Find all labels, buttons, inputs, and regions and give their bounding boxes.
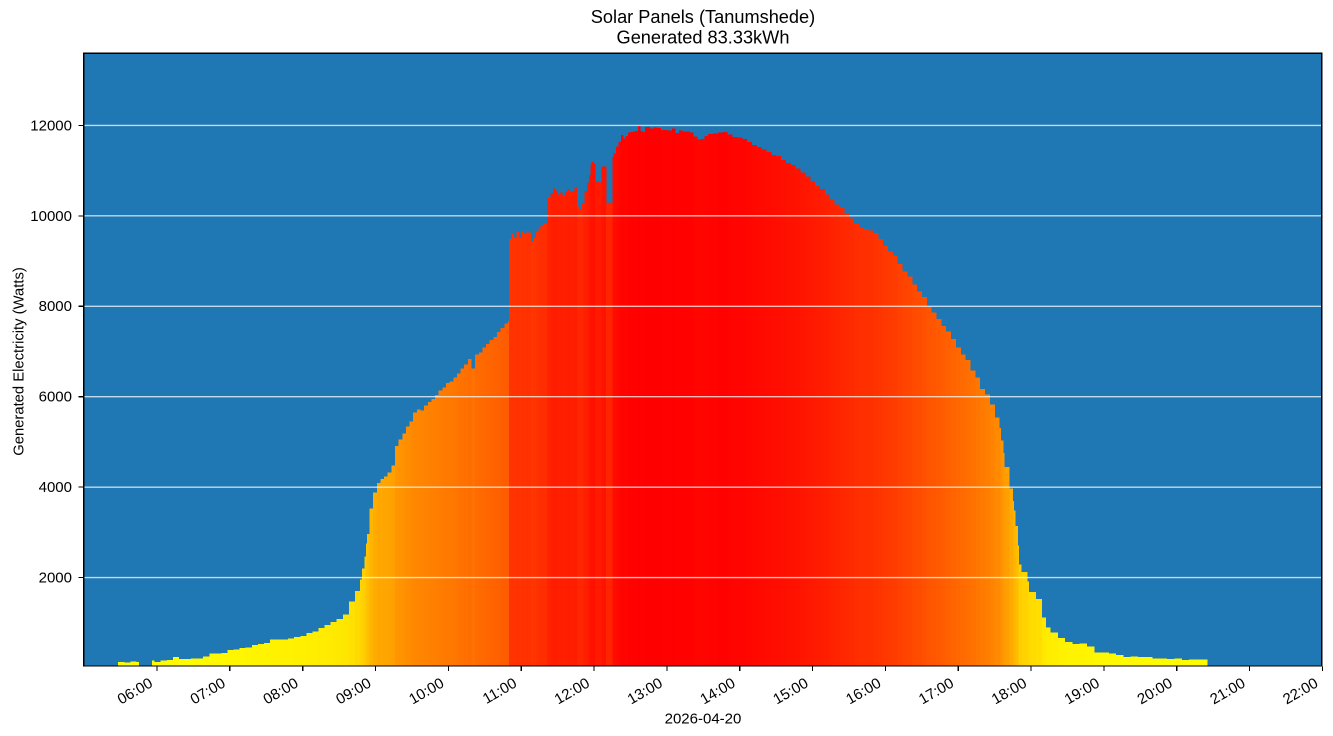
svg-text:Generated 83.33kWh: Generated 83.33kWh xyxy=(617,28,790,48)
svg-text:10000: 10000 xyxy=(30,208,72,225)
svg-text:2000: 2000 xyxy=(39,570,72,587)
svg-text:6000: 6000 xyxy=(39,389,72,406)
svg-text:Solar Panels (Tanumshede): Solar Panels (Tanumshede) xyxy=(591,7,815,27)
svg-text:2026-04-20: 2026-04-20 xyxy=(665,711,742,728)
svg-text:8000: 8000 xyxy=(39,298,72,315)
svg-text:Generated Electricity (Watts): Generated Electricity (Watts) xyxy=(12,267,28,456)
svg-text:12000: 12000 xyxy=(30,117,72,134)
svg-text:4000: 4000 xyxy=(39,479,72,496)
